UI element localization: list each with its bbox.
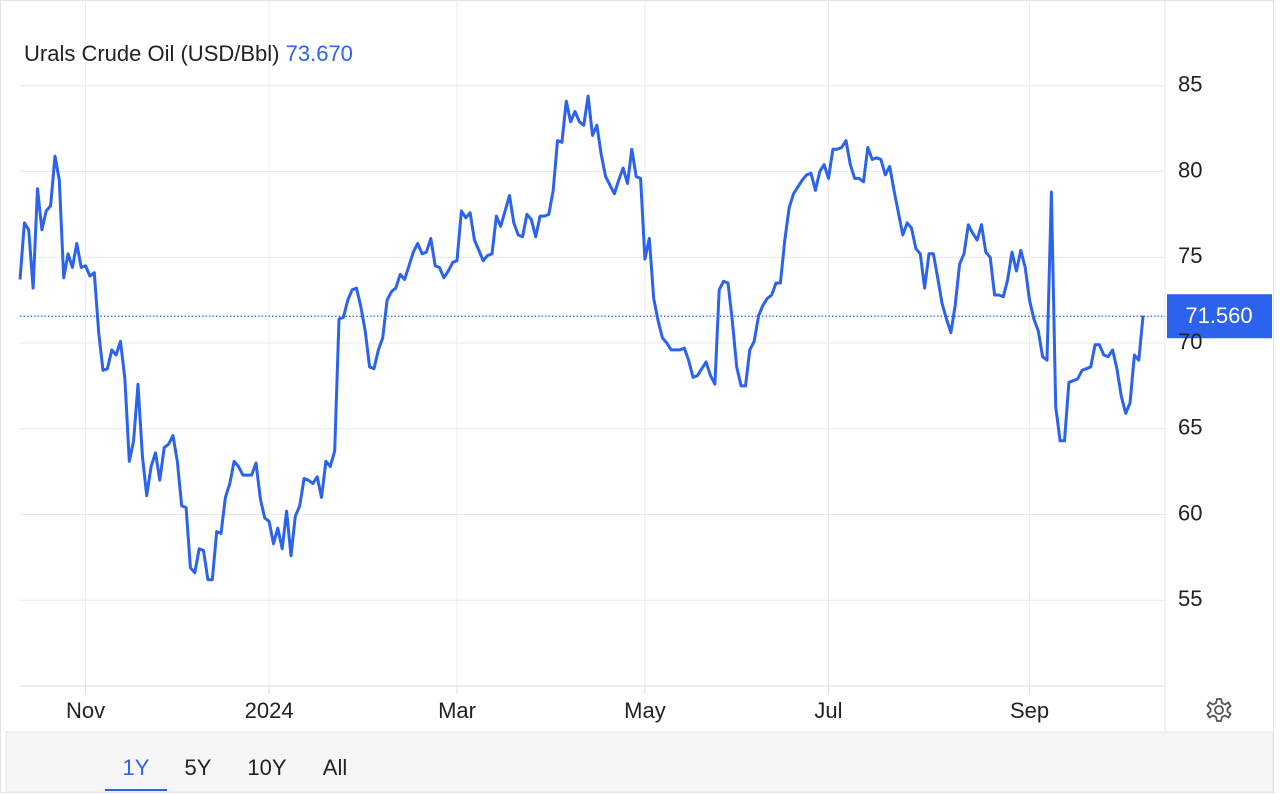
- grid: [20, 0, 1165, 694]
- x-tick-label: Nov: [66, 698, 105, 723]
- chart-title: Urals Crude Oil (USD/Bbl): [24, 41, 280, 66]
- y-tick-label: 85: [1178, 72, 1202, 97]
- x-tick-label: Mar: [438, 698, 476, 723]
- range-button[interactable]: All: [323, 755, 347, 780]
- x-tick-label: May: [624, 698, 666, 723]
- y-tick-label: 60: [1178, 500, 1202, 525]
- settings-icon[interactable]: [1206, 698, 1232, 722]
- price-line: [18, 94, 1145, 582]
- y-tick-label: 80: [1178, 157, 1202, 182]
- x-tick-label: Sep: [1010, 698, 1049, 723]
- y-tick-label: 65: [1178, 415, 1202, 440]
- range-button[interactable]: 10Y: [247, 755, 286, 780]
- chart-header: Urals Crude Oil (USD/Bbl) 73.670: [24, 41, 353, 66]
- y-tick-label: 70: [1178, 329, 1202, 354]
- x-tick-label: 2024: [245, 698, 294, 723]
- range-button[interactable]: 1Y: [123, 755, 150, 780]
- range-buttons: 1Y 5Y 10Y All: [105, 755, 347, 791]
- x-tick-label: Jul: [814, 698, 842, 723]
- plot: [18, 94, 1272, 582]
- last-value-box: [1167, 294, 1272, 339]
- range-button[interactable]: 5Y: [185, 755, 212, 780]
- y-tick-label: 55: [1178, 586, 1202, 611]
- header-value: 73.670: [286, 41, 353, 66]
- range-bar: [5, 731, 1274, 793]
- last-value-label: 71.560: [1185, 303, 1252, 328]
- y-tick-label: 75: [1178, 243, 1202, 268]
